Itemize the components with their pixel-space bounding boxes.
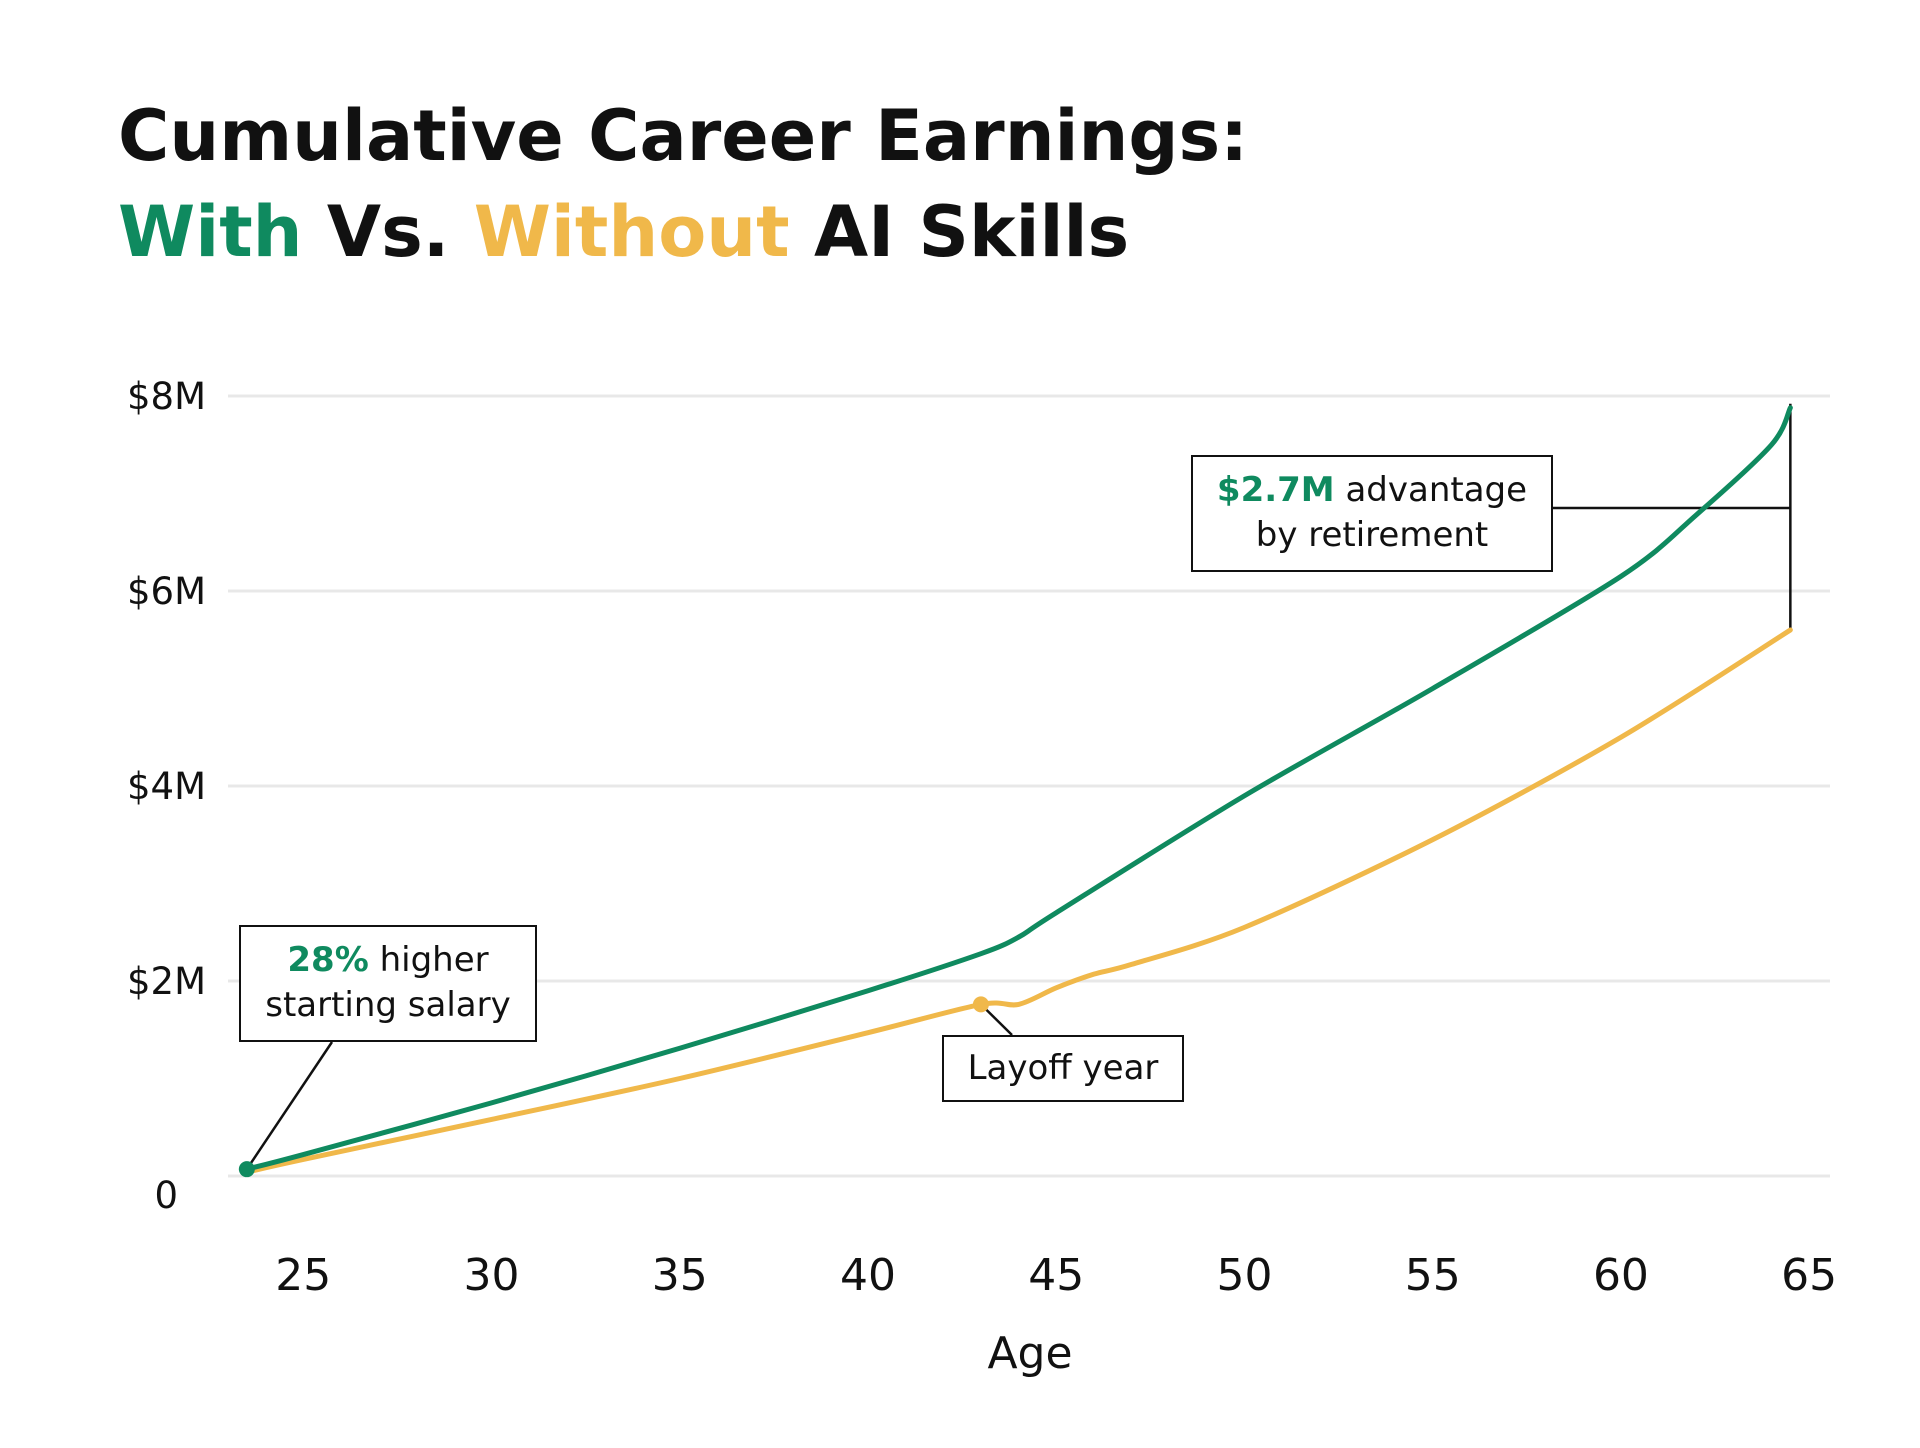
series-markers [238,996,989,1178]
chart-title: Cumulative Career Earnings: With Vs. Wit… [118,88,1248,280]
starting-salary-annotation: 28% higher starting salary [239,925,537,1042]
y-tick-label: $2M [127,960,206,1003]
starting-highlight: 28% [287,940,369,980]
x-tick-label: 35 [652,1250,708,1301]
starting-leader [245,1041,334,1170]
title-with-word: With [118,191,303,273]
title-without-word: Without [473,191,790,273]
x-axis-label: Age [987,1328,1072,1379]
x-tick-label: 60 [1593,1250,1649,1301]
title-line-2: With Vs. Without AI Skills [118,184,1248,280]
y-tick-label: $4M [127,765,206,808]
x-tick-label: 50 [1216,1250,1272,1301]
title-line-1: Cumulative Career Earnings: [118,95,1249,177]
y-axis-ticks: 0 $2M $4M $6M $8M [127,375,206,1217]
x-tick-label: 40 [840,1250,896,1301]
advantage-text-1: advantage [1334,470,1528,510]
advantage-text-2: by retirement [1255,515,1489,555]
advantage-annotation: $2.7M advantage by retirement [1191,455,1553,572]
title-vs-word: Vs. [326,191,450,273]
x-tick-label: 65 [1781,1250,1837,1301]
marker-without [972,996,989,1013]
y-tick-label: 0 [154,1174,178,1217]
advantage-highlight: $2.7M [1216,470,1335,510]
starting-text-1: higher [368,940,489,980]
layoff-text: Layoff year [967,1048,1159,1088]
starting-text-2: starting salary [265,985,511,1025]
layoff-annotation: Layoff year [942,1035,1184,1102]
title-rest: AI Skills [813,191,1130,273]
series-line-with [244,405,1793,1172]
x-tick-label: 55 [1405,1250,1461,1301]
y-tick-label: $6M [127,570,206,613]
y-tick-label: $8M [127,375,206,418]
series-lines [244,405,1793,1175]
marker-with [238,1161,255,1178]
series-line-without [244,627,1793,1175]
x-tick-label: 25 [275,1250,331,1301]
x-tick-label: 30 [464,1250,520,1301]
x-tick-label: 45 [1028,1250,1084,1301]
x-axis-ticks: 25 30 35 40 45 50 55 60 65 [275,1250,1837,1301]
